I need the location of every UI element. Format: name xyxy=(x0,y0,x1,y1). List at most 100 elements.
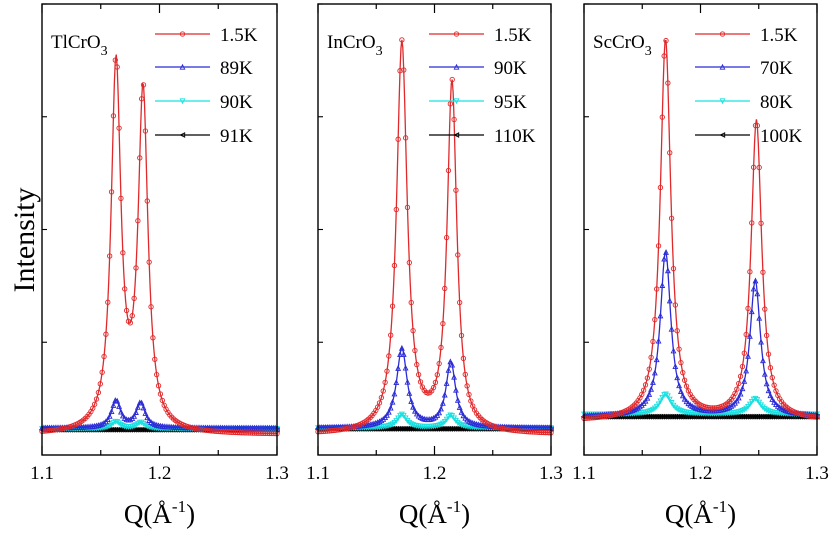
data-point xyxy=(114,397,121,404)
data-point xyxy=(261,430,267,436)
x-axis-label: Q(Å-1) xyxy=(399,497,470,529)
data-point xyxy=(636,403,643,410)
data-point xyxy=(734,386,740,392)
data-point xyxy=(739,363,746,370)
legend-item-1.5K: 1.5K xyxy=(155,25,258,46)
data-point xyxy=(142,422,149,429)
data-point xyxy=(46,427,53,434)
data-point xyxy=(648,354,654,361)
data-point xyxy=(771,398,778,405)
data-point xyxy=(743,405,750,412)
x-tick-label: 1.3 xyxy=(539,463,563,484)
data-point xyxy=(44,428,51,434)
data-point xyxy=(443,380,450,386)
data-point xyxy=(449,76,455,83)
data-point xyxy=(395,415,402,422)
data-point xyxy=(242,430,248,436)
data-point xyxy=(119,422,126,429)
data-point xyxy=(639,391,645,398)
data-point xyxy=(386,353,392,359)
data-point xyxy=(664,393,671,400)
data-point xyxy=(810,414,816,420)
data-point xyxy=(97,421,104,428)
data-point xyxy=(728,402,735,409)
data-point xyxy=(762,306,768,312)
data-point xyxy=(408,299,414,306)
legend-marker xyxy=(453,63,460,70)
data-point xyxy=(406,259,412,266)
data-point xyxy=(659,395,666,401)
data-point xyxy=(505,426,511,433)
data-point xyxy=(255,430,261,436)
data-point xyxy=(588,415,595,421)
data-point xyxy=(652,316,658,323)
data-point xyxy=(389,303,396,309)
series-1.5K xyxy=(315,37,554,436)
data-point xyxy=(404,204,411,211)
data-point xyxy=(436,361,442,367)
data-point xyxy=(408,421,415,428)
data-point xyxy=(773,388,779,394)
data-point xyxy=(122,286,128,292)
data-point xyxy=(674,328,680,334)
data-point xyxy=(199,427,205,433)
data-point xyxy=(54,426,60,433)
data-point xyxy=(244,430,250,436)
data-point xyxy=(765,387,772,394)
data-point xyxy=(520,428,526,434)
data-point xyxy=(263,430,269,437)
data-point xyxy=(52,427,58,433)
data-point xyxy=(522,428,528,435)
data-point xyxy=(585,415,591,421)
data-point xyxy=(451,116,457,123)
data-point xyxy=(133,409,139,415)
data-point xyxy=(434,372,440,378)
data-point xyxy=(253,430,259,436)
legend-marker xyxy=(179,63,186,70)
data-point xyxy=(764,332,770,339)
data-point xyxy=(679,408,686,415)
data-point xyxy=(322,428,329,434)
data-point xyxy=(466,391,472,398)
data-point xyxy=(527,429,534,435)
data-point xyxy=(456,404,463,410)
data-point xyxy=(138,399,145,406)
data-point xyxy=(127,416,134,423)
data-point xyxy=(460,422,467,429)
data-point xyxy=(400,350,407,357)
data-point xyxy=(746,332,753,339)
data-point xyxy=(374,404,381,410)
data-point xyxy=(749,220,755,226)
data-point xyxy=(442,285,448,292)
data-point xyxy=(458,408,465,415)
data-point xyxy=(430,384,437,391)
data-point xyxy=(683,383,690,389)
data-point xyxy=(214,428,220,435)
data-point xyxy=(374,419,381,426)
data-point xyxy=(116,125,122,131)
data-point xyxy=(447,412,454,419)
data-point xyxy=(642,382,649,388)
data-point xyxy=(674,374,681,381)
data-point xyxy=(134,403,141,410)
data-point xyxy=(380,415,387,422)
data-point xyxy=(672,302,678,308)
data-point xyxy=(663,249,669,255)
data-point xyxy=(393,379,400,386)
data-point xyxy=(140,82,147,88)
data-point xyxy=(376,400,383,406)
data-point xyxy=(756,314,763,321)
data-point xyxy=(324,428,330,434)
data-point xyxy=(251,430,258,436)
data-point xyxy=(806,413,813,419)
data-point xyxy=(97,381,103,387)
data-point xyxy=(709,405,716,411)
data-point xyxy=(642,397,649,404)
data-point xyxy=(391,262,398,269)
data-point xyxy=(399,37,405,43)
data-point xyxy=(387,404,394,411)
data-point xyxy=(655,243,662,249)
legend-item-1.5K: 1.5K xyxy=(695,25,798,46)
data-point xyxy=(146,259,152,265)
data-point xyxy=(747,269,753,275)
